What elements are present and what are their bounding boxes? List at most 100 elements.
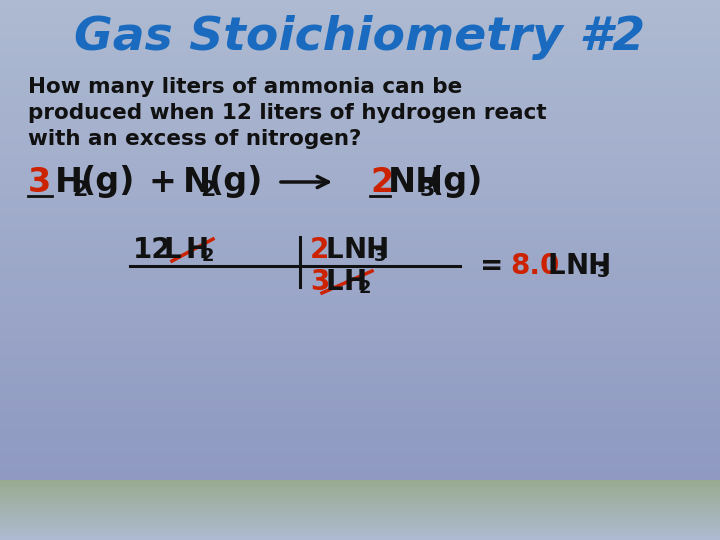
Bar [0, 81, 720, 82]
Bar [0, 132, 720, 133]
Bar [0, 491, 720, 492]
Text: +: + [148, 165, 176, 199]
Bar [0, 391, 720, 392]
Bar [0, 310, 720, 311]
Bar [0, 142, 720, 143]
Bar [0, 295, 720, 296]
Text: with an excess of nitrogen?: with an excess of nitrogen? [28, 129, 361, 149]
Bar [0, 92, 720, 93]
Bar [0, 273, 720, 274]
Bar [0, 525, 720, 526]
Bar [0, 49, 720, 50]
Bar [0, 234, 720, 235]
Bar [0, 405, 720, 406]
Bar [0, 8, 720, 9]
Bar [0, 38, 720, 39]
Bar [0, 351, 720, 352]
Text: 2: 2 [359, 279, 372, 297]
Bar [0, 435, 720, 436]
Bar [0, 389, 720, 390]
Bar [0, 47, 720, 48]
Bar [0, 75, 720, 76]
Bar [0, 506, 720, 507]
Bar [0, 374, 720, 375]
Bar [0, 342, 720, 343]
Bar [0, 110, 720, 111]
Bar [0, 344, 720, 345]
Bar [0, 334, 720, 335]
Bar [0, 260, 720, 261]
Bar [0, 127, 720, 128]
Bar [0, 308, 720, 309]
Bar [0, 246, 720, 247]
Text: 8.0: 8.0 [510, 252, 559, 280]
Bar [0, 471, 720, 472]
Bar [0, 198, 720, 199]
Bar [0, 535, 720, 536]
Bar [0, 414, 720, 415]
Bar [0, 297, 720, 298]
Bar [0, 390, 720, 391]
Bar [0, 179, 720, 180]
Bar [0, 138, 720, 139]
Bar [0, 455, 720, 456]
Bar [0, 286, 720, 287]
Bar [0, 475, 720, 476]
Bar [0, 50, 720, 51]
Bar [0, 45, 720, 46]
Bar [0, 519, 720, 520]
Bar [0, 150, 720, 151]
Bar [0, 271, 720, 272]
Bar [0, 111, 720, 112]
Bar [0, 509, 720, 510]
Bar [0, 225, 720, 226]
Bar [0, 216, 720, 217]
Bar [0, 108, 720, 109]
Bar [0, 488, 720, 489]
Bar [0, 100, 720, 101]
Bar [0, 197, 720, 198]
Bar [0, 214, 720, 215]
Bar [0, 453, 720, 454]
Bar [0, 109, 720, 110]
Bar [0, 162, 720, 163]
Bar [0, 274, 720, 275]
Bar [0, 492, 720, 493]
Bar [0, 355, 720, 356]
Bar [0, 251, 720, 252]
Bar [0, 482, 720, 483]
Bar [0, 400, 720, 401]
Bar [0, 464, 720, 465]
Bar [0, 0, 720, 1]
Bar [0, 148, 720, 149]
Bar [0, 301, 720, 302]
Bar [0, 15, 720, 16]
Bar [0, 352, 720, 353]
Text: L: L [325, 236, 343, 264]
Bar [0, 356, 720, 357]
Bar [0, 163, 720, 164]
Bar [0, 71, 720, 72]
Bar [0, 537, 720, 538]
Bar [0, 383, 720, 384]
Bar [0, 59, 720, 60]
Bar [0, 242, 720, 243]
Bar [0, 186, 720, 187]
Bar [0, 279, 720, 280]
Bar [0, 381, 720, 382]
Bar [0, 141, 720, 142]
Bar [0, 280, 720, 281]
Bar [0, 283, 720, 284]
Bar [0, 14, 720, 15]
Bar [0, 268, 720, 269]
Bar [0, 175, 720, 176]
Bar [0, 489, 720, 490]
Bar [0, 73, 720, 74]
Bar [0, 91, 720, 92]
Bar [0, 159, 720, 160]
Bar [0, 417, 720, 418]
Bar [0, 466, 720, 467]
Bar [0, 87, 720, 88]
Bar [0, 452, 720, 453]
Bar [0, 195, 720, 196]
